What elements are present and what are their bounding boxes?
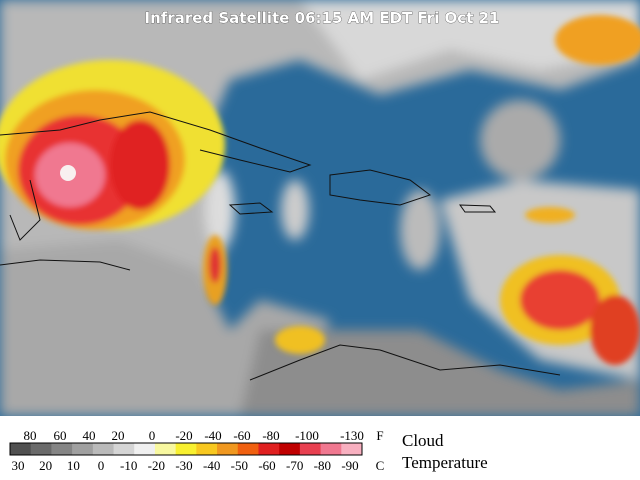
celsius-label: -10 xyxy=(120,458,137,473)
color-swatch xyxy=(113,443,135,455)
fahrenheit-label: -130 xyxy=(340,428,364,443)
hurricane-eye xyxy=(60,165,76,181)
celsius-label: 10 xyxy=(67,458,80,473)
celsius-label: -70 xyxy=(286,458,303,473)
color-swatch xyxy=(72,443,94,455)
celsius-label: -80 xyxy=(314,458,331,473)
celsius-label: 0 xyxy=(98,458,105,473)
color-swatch xyxy=(217,443,239,455)
color-swatch xyxy=(134,443,156,455)
celsius-label: 30 xyxy=(12,458,25,473)
celsius-label: -30 xyxy=(175,458,192,473)
celsius-label: -50 xyxy=(231,458,248,473)
fahrenheit-label: 0 xyxy=(149,428,156,443)
fahrenheit-label: 40 xyxy=(83,428,96,443)
fahrenheit-label: -20 xyxy=(175,428,192,443)
color-swatch xyxy=(320,443,342,455)
color-swatch xyxy=(154,443,177,455)
color-scale xyxy=(10,443,363,455)
color-swatch xyxy=(341,443,363,455)
celsius-label: -20 xyxy=(148,458,165,473)
celsius-label: -90 xyxy=(341,458,358,473)
color-swatch xyxy=(279,443,301,455)
fahrenheit-label: 80 xyxy=(24,428,37,443)
image-title: Infrared Satellite 06:15 AM EDT Fri Oct … xyxy=(145,9,500,27)
color-swatch xyxy=(299,443,322,455)
fahrenheit-label: -80 xyxy=(262,428,279,443)
color-swatch xyxy=(196,443,218,455)
legend-caption: Temperature xyxy=(402,453,488,472)
unit-label: C xyxy=(376,458,385,473)
color-swatch xyxy=(175,443,197,455)
celsius-label: 20 xyxy=(39,458,52,473)
color-swatch xyxy=(237,443,259,455)
fahrenheit-label: -60 xyxy=(233,428,250,443)
fahrenheit-label: 20 xyxy=(112,428,125,443)
legend: Cloud Temperature F C 80 60 40 20 0 -20 -40 -60… xyxy=(0,416,640,480)
unit-label: F xyxy=(376,428,383,443)
color-swatch xyxy=(10,443,32,455)
color-swatch xyxy=(51,443,73,455)
legend-caption: Cloud xyxy=(402,431,444,450)
color-swatch xyxy=(258,443,280,455)
satellite-image xyxy=(0,0,640,416)
coastlines xyxy=(0,111,561,381)
celsius-label: -60 xyxy=(258,458,275,473)
color-swatch xyxy=(30,443,52,455)
fahrenheit-label: -100 xyxy=(295,428,319,443)
fahrenheit-label: 60 xyxy=(54,428,67,443)
fahrenheit-label: -40 xyxy=(204,428,221,443)
celsius-label: -40 xyxy=(203,458,220,473)
color-swatch xyxy=(92,443,115,455)
